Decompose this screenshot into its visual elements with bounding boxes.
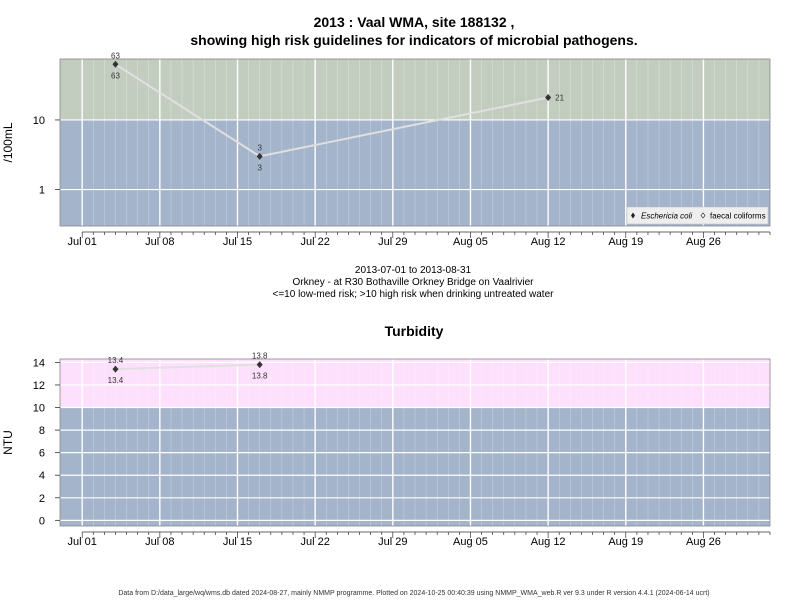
- data-point: [112, 60, 119, 68]
- data-label-above: 3: [257, 143, 262, 152]
- y-axis-label: /100mL: [1, 122, 15, 162]
- x-tick-label: Aug 26: [686, 236, 721, 248]
- x-tick-label: Aug 26: [686, 536, 721, 548]
- data-label-below: 63: [111, 71, 120, 80]
- caption-risk-note: <=10 low-med risk; >10 high risk when dr…: [273, 289, 555, 300]
- series-ecoli: 63 63 3 3 21: [111, 51, 565, 172]
- chart-title-line2: showing high risk guidelines for indicat…: [190, 32, 637, 48]
- data-point: [545, 94, 552, 102]
- x-tick-label: Jul 01: [68, 536, 97, 548]
- y-tick-label: 10: [33, 403, 45, 415]
- legend-entry-ecoli: Eschericia coli: [641, 212, 692, 221]
- data-label-above: 63: [111, 51, 120, 60]
- grid-lines: [60, 359, 771, 526]
- x-tick-label: Jul 29: [378, 536, 407, 548]
- x-axis: Jul 01 Jul 08 Jul 15 Jul 22 Jul 29 Aug 05 Aug …: [68, 231, 771, 248]
- y-tick-label: 14: [33, 357, 45, 369]
- data-label-below: 3: [257, 163, 262, 172]
- microbial-panel: 1 10 Jul 01 Jul 08 Jul 15 Jul 22 Jul 29 Aug 05…: [1, 51, 771, 248]
- chart-title-line1: 2013 : Vaal WMA, site 188132 ,: [314, 14, 515, 30]
- x-tick-label: Aug 05: [453, 236, 488, 248]
- y-tick-label: 6: [39, 448, 45, 460]
- x-tick-label: Jul 22: [300, 536, 329, 548]
- y-axis: 1 10: [33, 115, 60, 197]
- x-tick-label: Aug 19: [608, 236, 643, 248]
- legend-marker-filled: [631, 212, 635, 219]
- y-tick-label: 1: [39, 185, 45, 197]
- data-label-below: 13.8: [252, 372, 268, 381]
- y-tick-label: 10: [33, 115, 45, 127]
- legend-entry-faecal-coliforms: faecal coliforms: [710, 212, 766, 221]
- y-tick-label: 8: [39, 425, 45, 437]
- series-line: [115, 363, 260, 371]
- x-tick-label: Jul 22: [300, 236, 329, 248]
- series-turbidity: 13.4 13.4 13.8 13.8: [108, 352, 268, 386]
- plot-frame: [59, 58, 771, 227]
- y-tick-label: 4: [39, 470, 45, 482]
- plot-frame: [59, 358, 771, 527]
- x-tick-label: Aug 05: [453, 536, 488, 548]
- data-point: [112, 365, 119, 373]
- grid-lines: [60, 59, 771, 226]
- y-tick-label: 0: [39, 515, 45, 527]
- y-axis-label: NTU: [1, 430, 15, 455]
- turbidity-title: Turbidity: [385, 323, 444, 339]
- x-tick-label: Aug 12: [531, 536, 566, 548]
- y-tick-label: 12: [33, 380, 45, 392]
- x-tick-label: Aug 19: [608, 536, 643, 548]
- caption-site: Orkney - at R30 Bothaville Orkney Bridge…: [292, 277, 534, 288]
- data-label-right: 21: [555, 94, 564, 103]
- legend-marker-open: [700, 212, 706, 219]
- x-tick-label: Jul 15: [223, 536, 252, 548]
- y-axis: 0 2 4 6 8 10 12 14: [33, 357, 60, 527]
- legend: Eschericia coli faecal coliforms: [626, 206, 769, 225]
- data-label-above: 13.8: [252, 352, 268, 361]
- x-tick-label: Jul 15: [223, 236, 252, 248]
- x-tick-label: Aug 12: [531, 236, 566, 248]
- x-tick-label: Jul 08: [145, 536, 174, 548]
- data-label-above: 13.4: [108, 356, 124, 365]
- data-point: [256, 361, 263, 369]
- x-axis: Jul 01 Jul 08 Jul 15 Jul 22 Jul 29 Aug 05 Aug …: [68, 531, 771, 548]
- legend-box: [626, 206, 769, 225]
- data-point: [256, 152, 263, 160]
- x-tick-label: Jul 29: [378, 236, 407, 248]
- footer-note: Data from D:/data_large/wq/wms.db dated …: [118, 590, 709, 597]
- x-tick-label: Jul 08: [145, 236, 174, 248]
- caption-date-range: 2013-07-01 to 2013-08-31: [355, 265, 472, 276]
- data-label-below: 13.4: [108, 376, 124, 385]
- y-tick-label: 2: [39, 493, 45, 505]
- x-tick-label: Jul 01: [68, 236, 97, 248]
